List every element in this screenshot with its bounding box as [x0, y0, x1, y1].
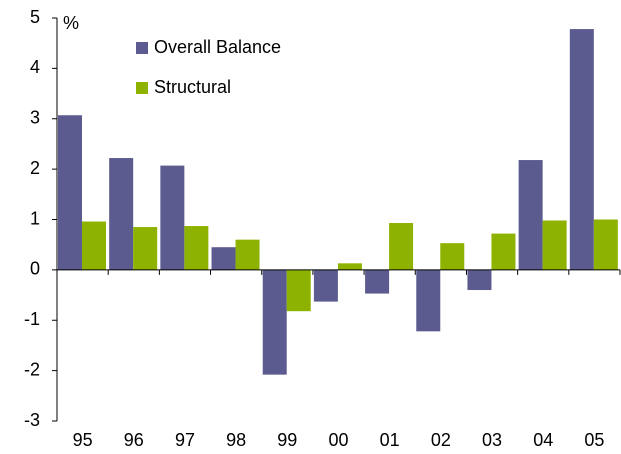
bar	[467, 269, 492, 291]
bar	[440, 243, 465, 270]
y-tick-label: 2	[30, 158, 40, 178]
y-tick-label: 4	[30, 57, 40, 77]
x-tick-label: 05	[584, 430, 604, 450]
x-tick-label: 98	[226, 430, 246, 450]
bar	[542, 220, 567, 270]
x-tick-label: 03	[482, 430, 502, 450]
bar	[235, 239, 260, 270]
y-tick-label: 5	[30, 7, 40, 27]
y-tick-label: 3	[30, 108, 40, 128]
y-unit: %	[63, 13, 79, 33]
bar	[491, 233, 516, 270]
bar	[262, 269, 287, 375]
y-tick-label: -2	[24, 359, 40, 379]
bar	[569, 29, 594, 270]
x-tick-label: 04	[533, 430, 553, 450]
bar	[337, 263, 362, 270]
x-tick-label: 01	[380, 430, 400, 450]
bar	[211, 247, 236, 270]
x-tick-label: 99	[277, 430, 297, 450]
bar	[389, 223, 414, 270]
bar	[313, 269, 338, 302]
x-tick-label: 02	[431, 430, 451, 450]
bar	[58, 115, 82, 270]
legend-swatch	[136, 82, 148, 94]
y-tick-label: 0	[30, 259, 40, 279]
bar	[184, 226, 209, 270]
y-tick-label: -3	[24, 410, 40, 430]
bar	[133, 227, 158, 270]
bar	[109, 158, 134, 270]
x-tick-label: 97	[175, 430, 195, 450]
bar	[365, 269, 390, 294]
x-tick-label: 00	[328, 430, 348, 450]
legend-label: Overall Balance	[154, 37, 281, 57]
bar	[286, 269, 311, 312]
bar	[593, 219, 618, 270]
bar	[160, 165, 185, 270]
bar	[416, 269, 441, 332]
y-tick-label: 1	[30, 208, 40, 228]
x-tick-label: 96	[124, 430, 144, 450]
y-tick-label: -1	[24, 309, 40, 329]
bar	[518, 160, 543, 270]
bar	[82, 221, 106, 270]
legend-label: Structural	[154, 77, 231, 97]
legend-swatch	[136, 42, 148, 54]
x-tick-label: 95	[73, 430, 93, 450]
